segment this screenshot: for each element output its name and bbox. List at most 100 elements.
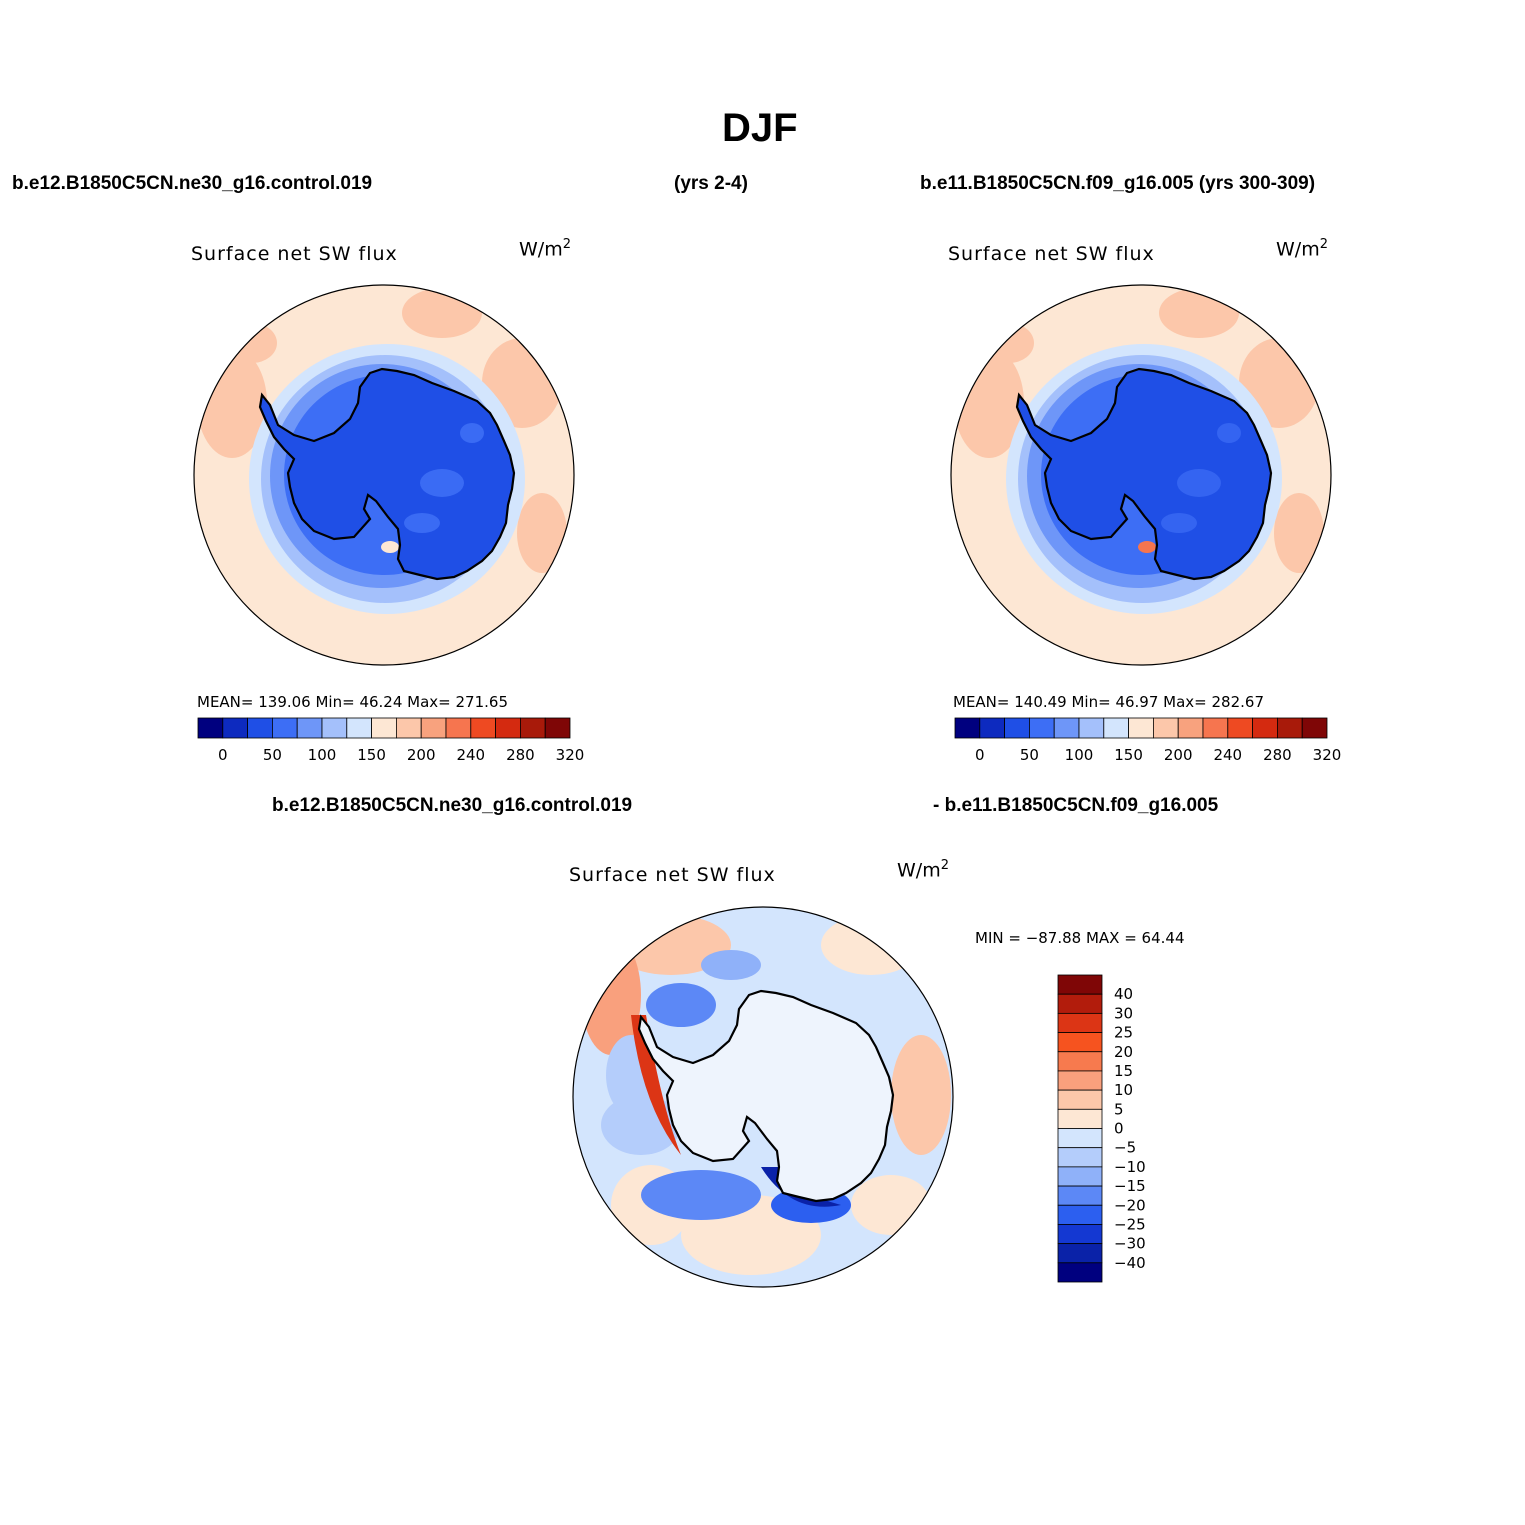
map1-warm-patch <box>402 288 482 338</box>
diff-label-right: - b.e11.B1850C5CN.f09_g16.005 <box>933 795 1219 816</box>
map2-interior-patch <box>1217 423 1241 443</box>
cbar3-tick-label: −15 <box>1114 1177 1146 1195</box>
map2-map-border <box>950 284 1332 666</box>
cbar1-swatch <box>395 717 422 739</box>
cbar1-tick-label: 50 <box>263 746 282 764</box>
cbar1-swatch <box>470 717 496 739</box>
cbar3-tick-label: 30 <box>1114 1004 1133 1022</box>
panel2-colorbar: 0 50 100 150 200 240 280 320 <box>954 717 1341 764</box>
cbar3-tick-label: 40 <box>1114 985 1133 1003</box>
panel3-map <box>572 906 954 1288</box>
cbar3-swatch <box>1057 1051 1103 1072</box>
cbar2-tick-label: 0 <box>975 746 985 764</box>
cbar2-tick-label: 50 <box>1020 746 1039 764</box>
panel1-units: W/m2 <box>519 237 571 261</box>
panel3-units: W/m2 <box>897 858 949 882</box>
cbar3-swatch <box>1057 1166 1103 1187</box>
cbar3-tick-label: −25 <box>1114 1215 1146 1233</box>
panel2-map <box>950 284 1332 666</box>
cbar3-swatch <box>1057 1243 1103 1264</box>
cbar2-swatch <box>1301 717 1328 739</box>
cbar1-swatch <box>197 717 224 739</box>
cbar1-swatch <box>420 717 447 739</box>
map2-warm-patch <box>1274 493 1324 573</box>
panel2-units: W/m2 <box>1276 237 1328 261</box>
cbar3-swatch <box>1057 1032 1103 1053</box>
map1-ice-sheet <box>260 369 514 579</box>
cbar2-tick-label: 150 <box>1114 746 1143 764</box>
map1-warm-patch <box>517 493 567 573</box>
cbar3-tick-label: 0 <box>1114 1120 1124 1138</box>
cbar3-tick-label: −10 <box>1114 1158 1146 1176</box>
map3-cool-patch <box>646 983 716 1027</box>
map2-ice-sheet <box>1017 369 1271 579</box>
cbar2-tick-label: 200 <box>1164 746 1193 764</box>
cbar2-swatch <box>979 717 1005 739</box>
map1-interior-patch <box>460 423 484 443</box>
map1-coastline <box>258 367 516 581</box>
cbar1-tick-label: 200 <box>407 746 436 764</box>
cbar1-swatch <box>544 717 571 739</box>
diff-label-left: b.e12.B1850C5CN.ne30_g16.control.019 <box>272 795 633 816</box>
cbar3-swatch <box>1057 1128 1103 1149</box>
panel3-title: Surface net SW flux <box>569 864 776 886</box>
cbar2-swatch <box>1227 717 1253 739</box>
cbar1-swatch <box>519 717 546 739</box>
map3-map-border <box>572 906 954 1288</box>
cbar2-tick-label: 280 <box>1263 746 1292 764</box>
panel1-title: Surface net SW flux <box>191 243 398 265</box>
cbar3-tick-label: 15 <box>1114 1062 1133 1080</box>
cbar2-swatch <box>1202 717 1229 739</box>
map3-warm-patch <box>821 915 921 975</box>
cbar1-swatch <box>495 717 521 739</box>
cbar1-tick-label: 0 <box>218 746 228 764</box>
cbar2-swatch <box>1004 717 1030 739</box>
map1-interior-patch <box>420 469 464 497</box>
cbar1-swatch <box>346 717 373 739</box>
cbar1-tick-label: 280 <box>506 746 535 764</box>
cbar1-tick-label: 320 <box>556 746 585 764</box>
cbar2-swatch <box>1252 717 1278 739</box>
cbar2-swatch <box>1152 717 1179 739</box>
map2-interior-patch <box>1177 469 1221 497</box>
years-label-left: (yrs 2-4) <box>674 173 748 194</box>
case-label-right: b.e11.B1850C5CN.f09_g16.005 (yrs 300-309… <box>920 173 1316 194</box>
cbar1-swatch <box>272 717 298 739</box>
map2-ross-patch <box>1138 541 1156 553</box>
cbar3-tick-label: −20 <box>1114 1196 1146 1214</box>
cbar2-swatch <box>1128 717 1154 739</box>
cbar3-tick-label: −5 <box>1114 1139 1136 1157</box>
map3-coastline <box>637 989 895 1203</box>
map2-interior-patch <box>1161 513 1197 533</box>
case-label-left: b.e12.B1850C5CN.ne30_g16.control.019 <box>12 173 373 194</box>
cbar3-swatch <box>1057 1185 1103 1206</box>
cbar3-tick-label: 20 <box>1114 1043 1133 1061</box>
cbar3-swatch <box>1057 974 1103 995</box>
cbar2-swatch <box>954 717 981 739</box>
panel1-stats: MEAN= 139.06 Min= 46.24 Max= 271.65 <box>197 693 508 711</box>
map1-map-border <box>193 284 575 666</box>
cbar2-tick-label: 320 <box>1313 746 1342 764</box>
cbar2-tick-label: 240 <box>1213 746 1242 764</box>
cbar3-tick-label: 5 <box>1114 1100 1124 1118</box>
cbar3-swatch <box>1057 993 1103 1014</box>
cbar1-swatch <box>247 717 273 739</box>
cbar3-tick-label: −30 <box>1114 1235 1146 1253</box>
panel2-title: Surface net SW flux <box>948 243 1155 265</box>
cbar3-tick-label: −40 <box>1114 1254 1146 1272</box>
cbar1-swatch <box>321 717 348 739</box>
cbar3-swatch <box>1057 1204 1103 1225</box>
cbar2-swatch <box>1276 717 1303 739</box>
map2-coastline <box>1015 367 1273 581</box>
map3-red-band <box>631 1015 681 1155</box>
figure-title: DJF <box>722 106 798 150</box>
cbar3-tick-label: 25 <box>1114 1024 1133 1042</box>
map3-cool-patch <box>701 950 761 980</box>
cbar3-swatch <box>1057 1108 1103 1129</box>
map1-interior-patch <box>404 513 440 533</box>
cbar2-swatch <box>1103 717 1130 739</box>
map3-cool-patch <box>641 1170 761 1220</box>
cbar2-swatch <box>1177 717 1204 739</box>
map3-warm-patch <box>891 1035 951 1155</box>
cbar3-swatch <box>1057 1070 1103 1091</box>
